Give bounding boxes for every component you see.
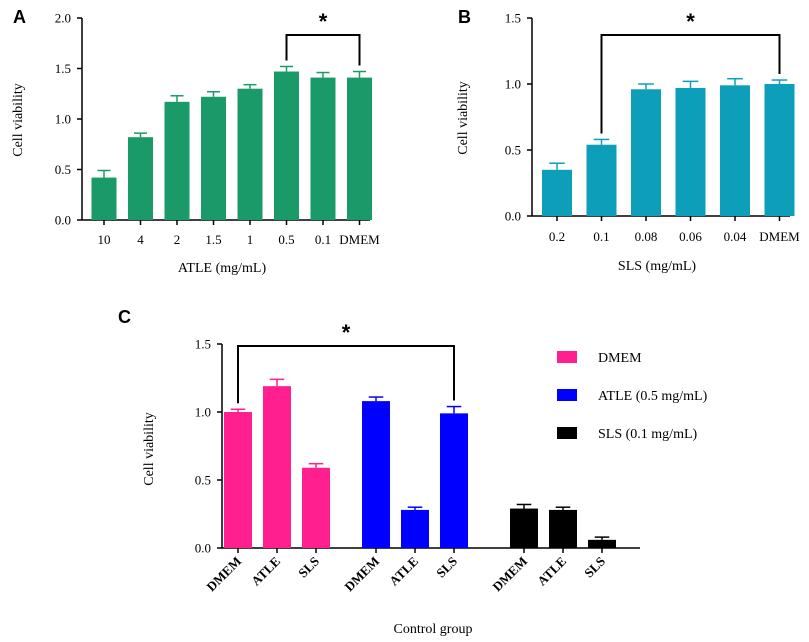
significance-bracket (237, 345, 455, 404)
y-tick-label: 1.5 (195, 337, 211, 352)
bar (586, 144, 617, 216)
legend-label: DMEM (598, 351, 642, 366)
y-tick-label: 0.5 (505, 143, 521, 158)
x-tick-label: 2 (174, 232, 181, 247)
x-tick-label: 0.2 (549, 229, 565, 244)
y-axis-title: Cell viability (11, 83, 26, 157)
bar (362, 401, 390, 548)
x-tick-label: 10 (98, 232, 111, 247)
x-tick-label: DMEM (759, 229, 800, 244)
x-tick-label: DMEM (203, 554, 244, 595)
bar (274, 71, 299, 220)
y-tick-label: 1.0 (55, 112, 71, 127)
bar (588, 539, 616, 548)
y-tick-label: 0.5 (195, 473, 211, 488)
x-tick-label: 0.1 (315, 232, 331, 247)
significance-star: * (319, 9, 328, 34)
x-tick-label: ATLE (248, 554, 283, 589)
panel-letter: C (118, 307, 131, 327)
x-tick-label: 1 (247, 232, 254, 247)
significance-star: * (342, 320, 351, 345)
y-tick-label: 1.5 (55, 61, 71, 76)
x-tick-label: 4 (137, 232, 144, 247)
y-tick-label: 2.0 (55, 11, 71, 26)
bar (401, 509, 429, 548)
bar (631, 89, 661, 216)
x-axis-title: ATLE (mg/mL) (178, 261, 267, 276)
legend-label: SLS (0.1 mg/mL) (598, 427, 698, 442)
legend-swatch (557, 389, 577, 401)
x-tick-label: DMEM (339, 232, 380, 247)
bar (302, 467, 330, 548)
y-tick-label: 1.0 (505, 77, 521, 92)
y-tick-label: 0.0 (55, 213, 71, 228)
bar (440, 413, 468, 548)
panel-b: 0.0 0.5 1.0 1.5 Cell viability SLS (mg/mL) B 0.… (456, 7, 800, 274)
legend-label: ATLE (0.5 mg/mL) (598, 389, 708, 404)
bar (224, 412, 252, 548)
legend-swatch (557, 427, 577, 439)
x-tick-label: 0.1 (593, 229, 609, 244)
x-tick-label: 0.04 (724, 229, 747, 244)
bar (237, 88, 263, 220)
significance-star: * (686, 9, 695, 34)
y-tick-label: 0.0 (505, 209, 521, 224)
x-tick-label: SLS (433, 554, 460, 581)
bar (549, 509, 577, 548)
x-tick-label: 0.5 (278, 232, 294, 247)
significance-bracket (600, 34, 781, 134)
bar (675, 87, 706, 217)
x-tick-label: DMEM (489, 554, 530, 595)
panel-letter: B (458, 7, 471, 27)
y-tick-label: 1.0 (195, 405, 211, 420)
x-tick-label: 0.06 (679, 229, 702, 244)
panel-letter: A (13, 7, 26, 27)
x-tick-label: ATLE (534, 554, 569, 589)
y-axis-title: Cell viability (142, 412, 157, 486)
x-tick-label: 1.5 (205, 232, 221, 247)
bar (347, 77, 372, 220)
x-tick-label: ATLE (386, 554, 421, 589)
bar (91, 177, 117, 220)
y-axis-title: Cell viability (456, 81, 471, 155)
bar (201, 96, 226, 220)
y-tick-label: 1.5 (505, 11, 521, 26)
x-axis-title: SLS (mg/mL) (618, 259, 697, 274)
bar (542, 169, 572, 216)
x-tick-label: SLS (581, 554, 608, 581)
y-tick-label: 0.5 (55, 162, 71, 177)
bar (164, 101, 190, 220)
x-tick-label: 0.08 (635, 229, 658, 244)
y-tick-label: 0.0 (195, 541, 211, 556)
significance-bracket (285, 34, 361, 66)
bar (128, 137, 153, 220)
panel-a: 0.0 0.5 1.0 1.5 2.0 Cell viability ATLE (mg/mL… (11, 7, 380, 276)
bar (310, 77, 336, 220)
panel-c: 0.0 0.5 1.0 1.5 Cell viability Control group C… (118, 307, 708, 637)
bar (720, 85, 750, 216)
x-tick-label: SLS (295, 554, 322, 581)
legend-swatch (557, 351, 577, 363)
x-tick-label: DMEM (341, 554, 382, 595)
bar (510, 508, 538, 548)
x-axis-title: Control group (394, 622, 473, 637)
bar (263, 386, 291, 548)
bar (764, 84, 795, 216)
